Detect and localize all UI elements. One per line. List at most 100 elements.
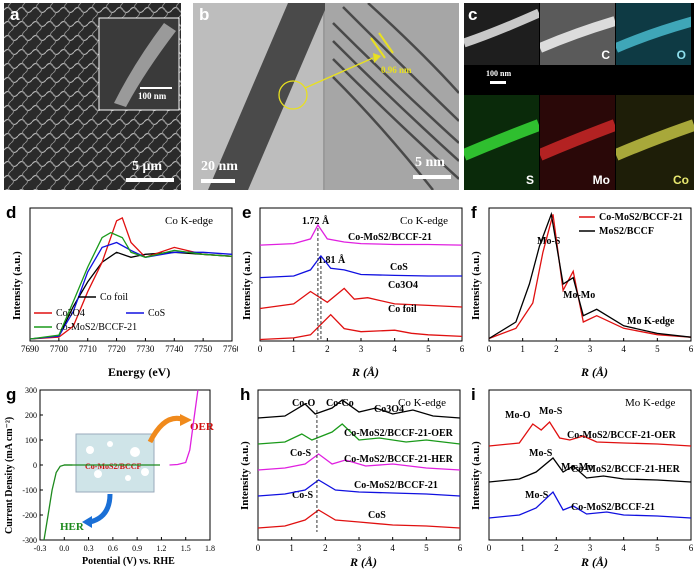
polarization-line-1 [169, 389, 199, 466]
y-tick-label: 0 [33, 461, 37, 470]
x-tick-label: 4 [392, 344, 397, 354]
tem-scale-right-bar [413, 175, 451, 179]
exafs-co-cycled-line-3 [257, 479, 461, 497]
x-tick-label: 6 [460, 344, 465, 354]
x-tick-label: 1.2 [156, 544, 166, 553]
x-tick-label: 5 [655, 543, 660, 553]
curve-label: Co-MoS2/BCCF-21 [348, 232, 432, 243]
panel-label-i: i [471, 385, 476, 404]
eds-scale-bar [490, 81, 506, 84]
x-tick-label: 1.5 [181, 544, 191, 553]
map-sem [464, 3, 539, 65]
y-tick-label: 100 [25, 436, 37, 445]
exafs-mo-cycled-line-1 [488, 457, 692, 483]
map-o: O [616, 3, 691, 65]
x-tick-label: 0.0 [59, 544, 69, 553]
legend-label: Co3O4 [56, 308, 85, 319]
curve-label: CoS [368, 510, 386, 521]
y-tick-label: 200 [25, 411, 37, 420]
exafs-mo-line-1 [488, 211, 692, 340]
f-ylabel: Intensity (a.u.) [470, 251, 482, 320]
x-tick-label: 0 [256, 543, 261, 553]
y-tick-label: -100 [22, 486, 37, 495]
map-label-c: C [601, 48, 610, 62]
map-label-s: S [525, 173, 534, 187]
inset-scale-label: 100 nm [138, 91, 167, 101]
map-label-co: Co [673, 173, 689, 187]
curve-label: Co3O4 [374, 404, 404, 415]
map-c: C [540, 3, 615, 65]
g-her-label: HER [60, 521, 85, 533]
x-tick-label: 3 [359, 344, 364, 354]
h-ann-coco: Co-Co [326, 398, 354, 409]
tem-scale-left-label: 20 nm [201, 159, 238, 174]
map-mo: Mo [540, 95, 615, 190]
exafs-co-cycled-line-2 [257, 453, 461, 471]
panel-label-d: d [6, 203, 16, 222]
exafs-mo-cycled-line-0 [488, 420, 692, 447]
panel-label-b: b [199, 5, 210, 24]
x-tick-label: 7740 [165, 344, 184, 354]
her-arrow-icon [89, 493, 113, 525]
x-tick-label: 7720 [108, 344, 127, 354]
f-title: Mo K-edge [627, 316, 675, 327]
d-ylabel: Intensity (a.u.) [11, 251, 23, 320]
x-tick-label: 3 [357, 543, 362, 553]
y-tick-label: 300 [25, 386, 37, 395]
legend-label: CoS [148, 308, 165, 319]
f-ann-mos: Mo-S [537, 236, 561, 247]
h-ann-cos-2: Co-S [292, 490, 314, 501]
i-ann-mos-1: Mo-S [539, 406, 563, 417]
xanes-line-3 [29, 231, 233, 340]
h-ylabel: Intensity (a.u.) [239, 441, 251, 510]
d-title: Co K-edge [165, 215, 213, 227]
eds-scale-label: 100 nm [486, 69, 512, 78]
x-tick-label: 0 [258, 344, 263, 354]
h-xlabel: R (Å) [349, 555, 377, 569]
x-tick-label: 2 [554, 543, 559, 553]
e-peak2: 1.81 Å [318, 254, 346, 266]
g-xlabel: Potential (V) vs. RHE [82, 556, 175, 567]
x-tick-label: 1 [291, 344, 296, 354]
x-tick-label: 1 [520, 543, 525, 553]
x-tick-label: 5 [655, 344, 660, 354]
main-scale-bar [126, 178, 174, 182]
x-tick-label: 4 [621, 344, 626, 354]
exafs-co-line-2 [259, 287, 463, 310]
x-tick-label: 0 [487, 543, 492, 553]
curve-label: Co-MoS2/BCCF-21-OER [567, 430, 677, 441]
panel-label-a: a [10, 5, 20, 24]
xanes-line-1 [29, 216, 233, 340]
x-tick-label: 2 [325, 344, 330, 354]
x-tick-label: 1.8 [205, 544, 215, 553]
y-tick-label: -300 [22, 536, 37, 545]
x-tick-label: 7710 [79, 344, 98, 354]
x-tick-label: 2 [554, 344, 559, 354]
tem-scale-left-bar [201, 179, 235, 183]
chart-i-exafs-mo-cycled: i Mo K-edge Intensity (a.u.) R (Å) Mo-O … [470, 385, 694, 569]
exafs-co-cycled-line-1 [257, 423, 461, 445]
x-tick-label: 6 [689, 543, 694, 553]
exafs-co-line-1 [259, 254, 462, 279]
panel-label-f: f [471, 203, 477, 222]
i-ylabel: Intensity (a.u.) [470, 441, 482, 510]
xanes-line-0 [29, 251, 233, 340]
panel-label-h: h [240, 385, 250, 404]
legend-label: Co-MoS2/BCCF-21 [599, 212, 683, 223]
e-xlabel: R (Å) [351, 365, 379, 379]
x-tick-label: 7730 [136, 344, 155, 354]
x-tick-label: 5 [426, 344, 431, 354]
curve-label: Co-MoS2/BCCF-21 [571, 502, 655, 513]
e-ylabel: Intensity (a.u.) [241, 251, 253, 320]
x-tick-label: 7750 [194, 344, 213, 354]
curve-label: Co-MoS2/BCCF-21 [354, 480, 438, 491]
exafs-co-cycled-line-4 [257, 509, 461, 529]
chart-d-xanes: d Co K-edge Intensity (a.u.) Energy (eV)… [6, 203, 238, 379]
i-ann-momo: Mo-Mo [561, 462, 593, 473]
y-tick-label: -200 [22, 511, 37, 520]
x-tick-label: 6 [689, 344, 694, 354]
h-title: Co K-edge [398, 397, 446, 409]
x-tick-label: 6 [458, 543, 463, 553]
x-tick-label: 1 [520, 344, 525, 354]
legend-label: MoS2/BCCF [599, 226, 654, 237]
